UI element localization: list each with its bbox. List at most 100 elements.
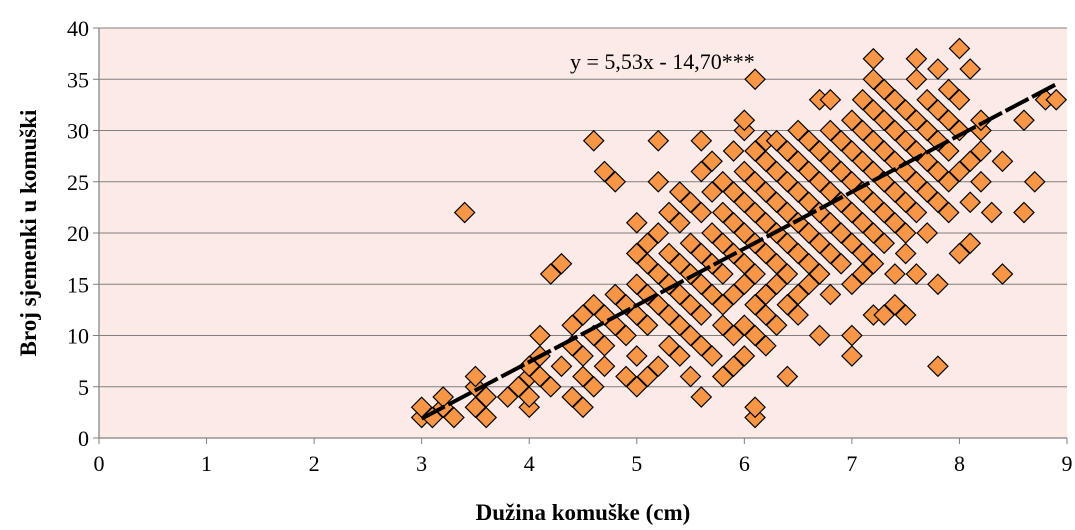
data-point <box>970 109 992 132</box>
data-point <box>572 365 594 388</box>
data-point <box>722 140 745 162</box>
data-point <box>905 109 928 132</box>
data-point <box>690 304 713 326</box>
data-point <box>937 78 960 101</box>
x-tick-label: 1 <box>201 451 212 476</box>
data-point <box>711 263 734 285</box>
data-point <box>658 242 680 265</box>
data-point <box>679 263 702 285</box>
data-point <box>787 242 809 265</box>
data-point <box>830 160 852 183</box>
data-point <box>884 211 906 234</box>
data-point <box>927 191 949 214</box>
data-point <box>851 150 874 173</box>
data-point <box>668 181 691 203</box>
data-point <box>625 375 648 398</box>
data-point <box>744 68 766 91</box>
data-point <box>733 314 756 337</box>
data-point <box>798 160 820 183</box>
data-point <box>722 324 745 347</box>
data-point <box>905 201 928 224</box>
data-point <box>679 324 702 347</box>
data-point <box>927 160 949 183</box>
data-point <box>765 314 788 337</box>
data-point <box>744 170 766 193</box>
data-point <box>647 170 670 193</box>
data-point <box>765 129 788 152</box>
data-point <box>776 170 799 193</box>
data-point <box>948 160 971 183</box>
data-point <box>733 109 756 132</box>
data-point <box>808 324 831 347</box>
data-point <box>776 201 799 224</box>
x-tick-label: 8 <box>954 451 965 476</box>
data-point <box>851 242 874 265</box>
data-point <box>927 355 949 378</box>
data-point <box>701 345 723 367</box>
data-point <box>711 170 734 193</box>
data-point <box>711 365 734 388</box>
data-point <box>765 191 788 214</box>
data-point <box>873 232 896 255</box>
data-point <box>615 324 637 347</box>
data-point <box>948 119 971 142</box>
data-point <box>690 334 713 357</box>
data-point <box>991 150 1014 173</box>
data-point <box>862 252 885 275</box>
data-point <box>970 140 992 162</box>
data-point <box>884 88 906 111</box>
data-point <box>647 222 670 244</box>
data-point <box>819 119 842 142</box>
data-point <box>453 201 476 224</box>
data-point <box>647 293 670 316</box>
data-point <box>959 150 982 173</box>
data-point <box>916 119 939 142</box>
data-point <box>851 211 874 234</box>
data-point <box>1013 201 1035 224</box>
data-point <box>647 129 670 152</box>
data-point <box>894 304 917 326</box>
y-tick-label: 25 <box>67 170 89 195</box>
y-axis-title: Broj sjemenki u komuški <box>16 109 41 356</box>
data-point <box>582 375 605 398</box>
data-point <box>754 242 777 265</box>
data-point <box>873 201 896 224</box>
data-point <box>561 314 584 337</box>
y-tick-labels: 0 5 10 15 20 25 30 35 40 <box>67 16 89 451</box>
data-point <box>733 273 756 296</box>
data-point <box>959 58 982 80</box>
data-point <box>593 355 616 378</box>
y-tick-label: 20 <box>67 221 89 246</box>
data-point <box>862 68 885 91</box>
data-point <box>841 324 863 347</box>
data-point <box>582 129 605 152</box>
data-point <box>798 252 820 275</box>
data-point <box>830 129 852 152</box>
y-tick-label: 15 <box>67 272 89 297</box>
data-point <box>765 273 788 296</box>
data-point <box>894 99 917 121</box>
data-point <box>873 109 896 132</box>
data-point <box>884 181 906 203</box>
data-point <box>894 242 917 265</box>
data-point <box>690 160 713 183</box>
x-axis-title: Dužina komuške (cm) <box>476 500 691 525</box>
data-point <box>894 129 917 152</box>
data-point <box>884 119 906 142</box>
data-point <box>765 160 788 183</box>
data-point <box>572 396 594 419</box>
data-point <box>582 293 605 316</box>
data-point <box>464 365 487 388</box>
x-tick-label: 3 <box>416 451 427 476</box>
data-point <box>894 222 917 244</box>
data-point <box>690 201 713 224</box>
data-point <box>776 263 799 285</box>
data-point <box>754 211 777 234</box>
data-point <box>722 283 745 306</box>
data-point <box>443 406 465 429</box>
data-point <box>744 140 766 162</box>
data-point <box>862 222 885 244</box>
data-point <box>787 283 809 306</box>
data-point <box>658 334 680 357</box>
data-point <box>529 324 551 347</box>
